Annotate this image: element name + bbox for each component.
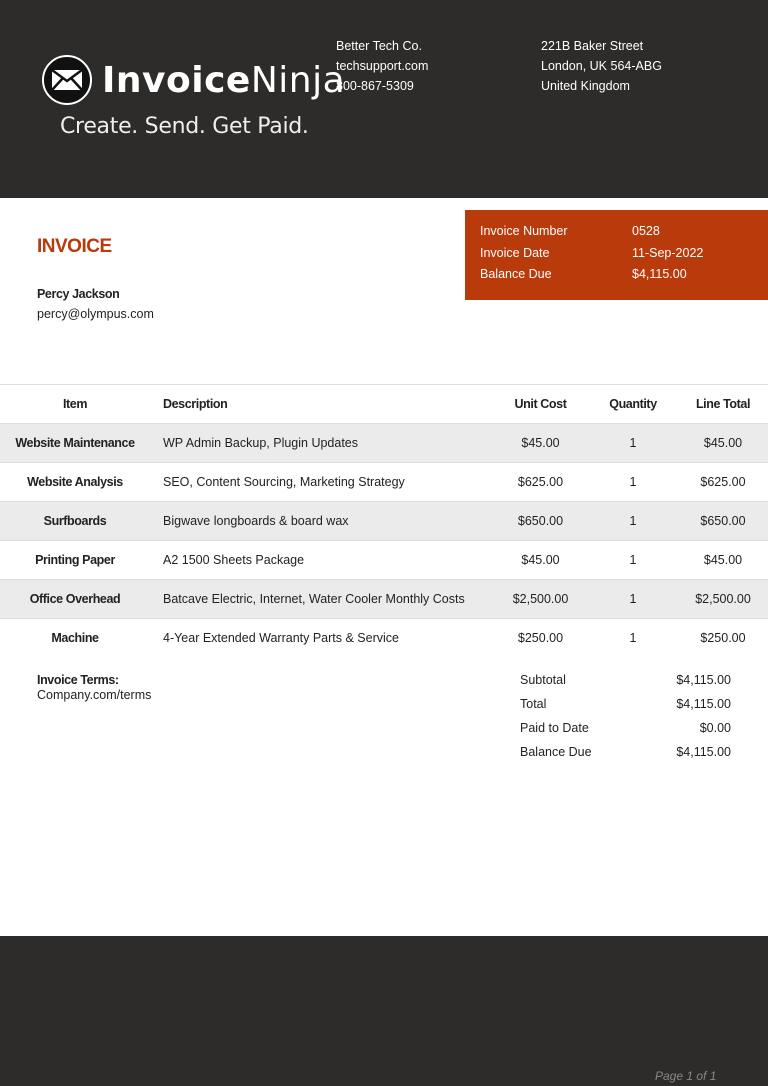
total-value: $0.00: [699, 721, 731, 735]
invoice-title: INVOICE: [37, 236, 112, 257]
unit-cost-cell: $625.00: [493, 462, 588, 502]
quantity-cell: 1: [588, 540, 678, 580]
table-header: Item Description Unit Cost Quantity Line…: [0, 384, 768, 424]
total-label: Paid to Date: [520, 721, 589, 735]
unit-cost-cell: $2,500.00: [493, 579, 588, 619]
unit-cost-cell: $45.00: [493, 423, 588, 463]
client-info: Percy Jackson percy@olympus.com: [37, 284, 154, 324]
footer: [0, 936, 768, 1086]
total-label: Total: [520, 697, 547, 711]
unit-cost-cell: $650.00: [493, 501, 588, 541]
description-cell: Bigwave longboards & board wax: [150, 501, 493, 541]
detail-value: 0528: [632, 224, 660, 238]
envelope-icon: [42, 55, 92, 105]
description-cell: Batcave Electric, Internet, Water Cooler…: [150, 579, 493, 619]
header: [0, 0, 768, 198]
table-row: Printing Paper A2 1500 Sheets Package $45.…: [0, 540, 768, 580]
description-cell: SEO, Content Sourcing, Marketing Strateg…: [150, 462, 493, 502]
invoice-terms: Invoice Terms: Company.com/terms: [37, 673, 151, 703]
item-cell: Website Analysis: [0, 462, 150, 502]
total-row: Subtotal $4,115.00: [520, 668, 731, 692]
col-item: Item: [0, 384, 150, 424]
detail-value: $4,115.00: [632, 267, 687, 281]
line-total-cell: $45.00: [678, 540, 768, 580]
total-value: $4,115.00: [676, 673, 731, 687]
description-cell: 4-Year Extended Warranty Parts & Service: [150, 618, 493, 658]
client-email: percy@olympus.com: [37, 307, 154, 321]
company-address: 221B Baker Street London, UK 564-ABG Uni…: [541, 36, 662, 96]
line-total-cell: $250.00: [678, 618, 768, 658]
item-cell: Website Maintenance: [0, 423, 150, 463]
item-cell: Office Overhead: [0, 579, 150, 619]
description-cell: A2 1500 Sheets Package: [150, 540, 493, 580]
detail-value: 11-Sep-2022: [632, 246, 704, 260]
table-row: Surfboards Bigwave longboards & board wax…: [0, 501, 768, 541]
line-total-cell: $2,500.00: [678, 579, 768, 619]
company-phone: 800-867-5309: [336, 79, 414, 93]
address-line: London, UK 564-ABG: [541, 59, 662, 73]
table-row: Machine 4-Year Extended Warranty Parts & …: [0, 618, 768, 658]
terms-value: Company.com/terms: [37, 688, 152, 702]
totals: Subtotal $4,115.00 Total $4,115.00 Paid to D…: [520, 668, 731, 764]
quantity-cell: 1: [588, 423, 678, 463]
invoice-details: Invoice Number 0528 Invoice Date 11-Sep-20…: [465, 210, 768, 300]
table-row: Website Maintenance WP Admin Backup, Plug…: [0, 423, 768, 463]
detail-label: Invoice Date: [480, 246, 550, 260]
detail-label: Balance Due: [480, 267, 552, 281]
line-items-table: Item Description Unit Cost Quantity Line…: [0, 384, 768, 658]
table-row: Office Overhead Batcave Electric, Interne…: [0, 579, 768, 619]
total-row: Paid to Date $0.00: [520, 716, 731, 740]
company-email: techsupport.com: [336, 59, 429, 73]
quantity-cell: 1: [588, 462, 678, 502]
tagline: Create. Send. Get Paid.: [60, 114, 309, 139]
total-row: Total $4,115.00: [520, 692, 731, 716]
terms-label: Invoice Terms:: [37, 673, 119, 687]
item-cell: Surfboards: [0, 501, 150, 541]
item-cell: Machine: [0, 618, 150, 658]
logo-text-bold: Invoice: [102, 59, 251, 101]
quantity-cell: 1: [588, 501, 678, 541]
line-total-cell: $650.00: [678, 501, 768, 541]
col-line-total: Line Total: [678, 384, 768, 424]
col-quantity: Quantity: [588, 384, 678, 424]
total-label: Balance Due: [520, 745, 592, 759]
unit-cost-cell: $250.00: [493, 618, 588, 658]
description-cell: WP Admin Backup, Plugin Updates: [150, 423, 493, 463]
address-line: 221B Baker Street: [541, 39, 644, 53]
detail-label: Invoice Number: [480, 224, 568, 238]
table-row: Website Analysis SEO, Content Sourcing, M…: [0, 462, 768, 502]
total-row: Balance Due $4,115.00: [520, 740, 731, 764]
logo-text-light: Ninja: [250, 59, 346, 101]
company-name: Better Tech Co.: [336, 39, 422, 53]
col-description: Description: [150, 384, 493, 424]
line-total-cell: $625.00: [678, 462, 768, 502]
address-line: United Kingdom: [541, 79, 630, 93]
quantity-cell: 1: [588, 579, 678, 619]
company-info: Better Tech Co. techsupport.com 800-867-…: [336, 36, 428, 96]
unit-cost-cell: $45.00: [493, 540, 588, 580]
client-name: Percy Jackson: [37, 287, 120, 301]
total-label: Subtotal: [520, 673, 566, 687]
quantity-cell: 1: [588, 618, 678, 658]
total-value: $4,115.00: [676, 697, 731, 711]
item-cell: Printing Paper: [0, 540, 150, 580]
logo: InvoiceNinja: [42, 55, 345, 105]
col-unit-cost: Unit Cost: [493, 384, 588, 424]
line-total-cell: $45.00: [678, 423, 768, 463]
page-number: Page 1 of 1: [655, 1069, 717, 1083]
total-value: $4,115.00: [676, 745, 731, 759]
